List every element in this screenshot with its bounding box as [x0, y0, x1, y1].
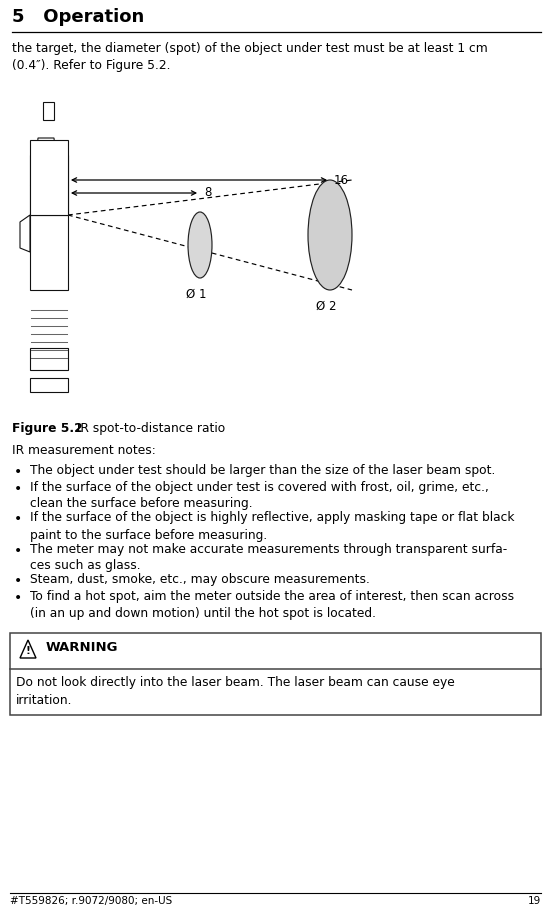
- Text: WARNING: WARNING: [46, 641, 118, 654]
- Text: •: •: [14, 543, 22, 558]
- Text: IR spot-to-distance ratio: IR spot-to-distance ratio: [69, 422, 225, 435]
- Ellipse shape: [308, 180, 352, 290]
- Text: !: !: [25, 646, 30, 656]
- Text: If the surface of the object under test is covered with frost, oil, grime, etc.,: If the surface of the object under test …: [30, 480, 489, 511]
- Text: Ø 2: Ø 2: [316, 300, 336, 313]
- Text: the target, the diameter (spot) of the object under test must be at least 1 cm
(: the target, the diameter (spot) of the o…: [12, 42, 488, 73]
- Text: The object under test should be larger than the size of the laser beam spot.: The object under test should be larger t…: [30, 464, 495, 477]
- Polygon shape: [20, 215, 30, 252]
- Text: Ø 1: Ø 1: [186, 288, 206, 301]
- Polygon shape: [36, 138, 56, 160]
- Text: If the surface of the object is highly reflective, apply masking tape or flat bl: If the surface of the object is highly r…: [30, 511, 514, 541]
- Text: Steam, dust, smoke, etc., may obscure measurements.: Steam, dust, smoke, etc., may obscure me…: [30, 573, 370, 587]
- Text: 16: 16: [334, 174, 349, 187]
- Bar: [30, 155, 68, 185]
- Bar: [10, 633, 541, 715]
- Text: 5   Operation: 5 Operation: [12, 8, 144, 26]
- Text: •: •: [14, 591, 22, 605]
- Text: •: •: [14, 481, 22, 496]
- Text: Do not look directly into the laser beam. The laser beam can cause eye
irritatio: Do not look directly into the laser beam…: [16, 676, 455, 707]
- Bar: [30, 348, 68, 370]
- Text: 19: 19: [528, 896, 541, 906]
- Text: 8: 8: [204, 187, 211, 199]
- Text: •: •: [14, 465, 22, 479]
- Text: The meter may not make accurate measurements through transparent surfa-
ces such: The meter may not make accurate measurem…: [30, 542, 507, 572]
- Text: •: •: [14, 574, 22, 589]
- Text: IR measurement notes:: IR measurement notes:: [12, 444, 156, 457]
- Bar: [30, 185, 68, 215]
- Text: To find a hot spot, aim the meter outside the area of interest, then scan across: To find a hot spot, aim the meter outsid…: [30, 590, 514, 620]
- Bar: [30, 215, 68, 290]
- Text: Figure 5.2: Figure 5.2: [12, 422, 83, 435]
- Text: •: •: [14, 512, 22, 527]
- Text: #T559826; r.9072/9080; en-US: #T559826; r.9072/9080; en-US: [10, 896, 172, 906]
- Polygon shape: [20, 640, 36, 658]
- Ellipse shape: [188, 212, 212, 278]
- Bar: [30, 140, 68, 215]
- Bar: [30, 378, 68, 392]
- Polygon shape: [32, 160, 60, 185]
- Bar: [43, 102, 54, 120]
